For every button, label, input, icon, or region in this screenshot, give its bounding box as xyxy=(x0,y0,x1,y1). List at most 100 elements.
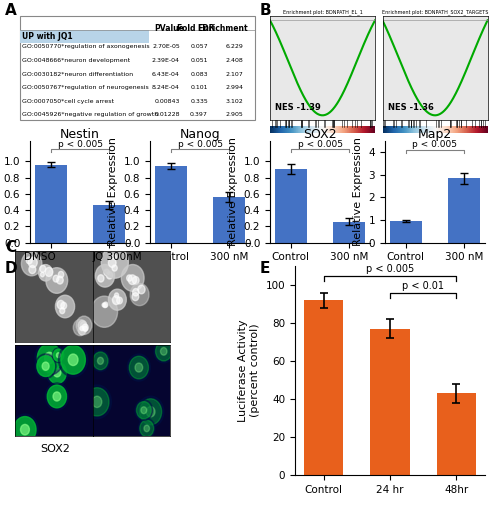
Text: 0.101: 0.101 xyxy=(190,85,208,90)
Text: D: D xyxy=(5,261,18,276)
Circle shape xyxy=(56,353,60,358)
Circle shape xyxy=(56,295,74,318)
Circle shape xyxy=(103,303,107,307)
Text: NES -1.39: NES -1.39 xyxy=(275,103,321,112)
Circle shape xyxy=(141,407,146,414)
Circle shape xyxy=(138,285,145,294)
Circle shape xyxy=(128,275,136,284)
Text: p < 0.005: p < 0.005 xyxy=(58,139,102,149)
Circle shape xyxy=(102,246,128,278)
Text: GO:0050770*regulation of axonogenesis: GO:0050770*regulation of axonogenesis xyxy=(22,44,150,50)
Circle shape xyxy=(78,327,86,335)
Circle shape xyxy=(74,319,87,336)
Circle shape xyxy=(132,277,139,284)
Circle shape xyxy=(146,407,155,417)
Circle shape xyxy=(92,350,110,372)
Circle shape xyxy=(102,303,106,307)
Text: E: E xyxy=(260,261,270,276)
Circle shape xyxy=(92,396,102,408)
Bar xyxy=(448,179,480,243)
Circle shape xyxy=(132,293,139,301)
Circle shape xyxy=(104,269,110,276)
Title: Enrichment plot: BDNPATH_SOX2_TARGETS: Enrichment plot: BDNPATH_SOX2_TARGETS xyxy=(382,9,488,15)
Circle shape xyxy=(82,324,88,331)
Circle shape xyxy=(47,385,66,408)
Circle shape xyxy=(48,362,66,384)
Text: 0.057: 0.057 xyxy=(190,44,208,50)
Bar xyxy=(390,221,422,243)
Text: GO:0048666*neuron development: GO:0048666*neuron development xyxy=(22,58,130,63)
Bar xyxy=(213,197,246,243)
Bar xyxy=(304,300,344,475)
Text: FDR: FDR xyxy=(198,24,215,33)
Circle shape xyxy=(35,354,56,378)
Y-axis label: Luciferase Activity
(percent control): Luciferase Activity (percent control) xyxy=(238,319,260,422)
FancyBboxPatch shape xyxy=(20,30,149,43)
Text: 0.051: 0.051 xyxy=(190,58,208,63)
Circle shape xyxy=(112,265,117,271)
Text: 2.994: 2.994 xyxy=(225,85,243,90)
Title: Nestin: Nestin xyxy=(60,128,100,141)
Circle shape xyxy=(56,276,64,284)
Circle shape xyxy=(42,362,49,370)
Circle shape xyxy=(98,275,104,282)
Text: A: A xyxy=(5,3,17,18)
Text: 2.905: 2.905 xyxy=(226,112,243,117)
Text: 3.102: 3.102 xyxy=(226,99,243,104)
Circle shape xyxy=(37,356,54,376)
Circle shape xyxy=(156,342,172,361)
Circle shape xyxy=(40,265,46,272)
Circle shape xyxy=(52,348,64,363)
Circle shape xyxy=(135,400,152,421)
Circle shape xyxy=(53,275,59,282)
Bar xyxy=(274,169,307,243)
Circle shape xyxy=(38,343,62,372)
Circle shape xyxy=(68,354,78,365)
Text: 6.229: 6.229 xyxy=(226,44,243,50)
Circle shape xyxy=(96,265,114,287)
Y-axis label: Relative Expression: Relative Expression xyxy=(353,137,363,246)
FancyBboxPatch shape xyxy=(20,16,255,120)
Circle shape xyxy=(14,417,36,443)
Circle shape xyxy=(28,257,38,268)
Circle shape xyxy=(129,356,148,379)
Circle shape xyxy=(57,300,64,309)
Circle shape xyxy=(12,414,38,445)
Text: GO:0007050*cell cycle arrest: GO:0007050*cell cycle arrest xyxy=(22,99,114,104)
Circle shape xyxy=(20,424,30,435)
Bar xyxy=(370,329,410,475)
Circle shape xyxy=(83,326,87,331)
Circle shape xyxy=(53,392,60,401)
Circle shape xyxy=(122,265,144,291)
Circle shape xyxy=(46,383,68,410)
Text: 2.39E-04: 2.39E-04 xyxy=(152,58,180,63)
Text: DMSO: DMSO xyxy=(24,252,56,262)
Circle shape xyxy=(154,340,174,363)
Circle shape xyxy=(112,255,116,259)
Text: GO:0050767*regulation of neurogenesis: GO:0050767*regulation of neurogenesis xyxy=(22,85,149,90)
Circle shape xyxy=(132,289,139,296)
Text: Fold Enrichment: Fold Enrichment xyxy=(178,24,248,33)
Text: GO:0045926*negative regulation of growth: GO:0045926*negative regulation of growth xyxy=(22,112,158,117)
Bar xyxy=(333,221,366,243)
Circle shape xyxy=(82,385,112,419)
Circle shape xyxy=(138,396,164,428)
Text: NES -1.36: NES -1.36 xyxy=(388,103,434,112)
Circle shape xyxy=(112,295,120,304)
Text: JQ 300nM: JQ 300nM xyxy=(92,252,142,262)
Circle shape xyxy=(78,321,86,330)
Circle shape xyxy=(54,368,61,377)
Circle shape xyxy=(35,341,64,375)
Title: Enrichment plot: BDNPATH_EL_1: Enrichment plot: BDNPATH_EL_1 xyxy=(282,9,362,15)
Text: p < 0.005: p < 0.005 xyxy=(412,140,458,149)
Text: p < 0.005: p < 0.005 xyxy=(366,264,414,274)
Circle shape xyxy=(91,296,118,327)
Circle shape xyxy=(85,388,109,416)
Y-axis label: Relative Expression: Relative Expression xyxy=(108,137,118,246)
Text: p < 0.005: p < 0.005 xyxy=(178,139,222,149)
Circle shape xyxy=(140,420,153,436)
Text: 6.43E-04: 6.43E-04 xyxy=(152,72,180,77)
Circle shape xyxy=(60,307,65,314)
Text: 0.397: 0.397 xyxy=(190,112,208,117)
Circle shape xyxy=(40,272,44,277)
